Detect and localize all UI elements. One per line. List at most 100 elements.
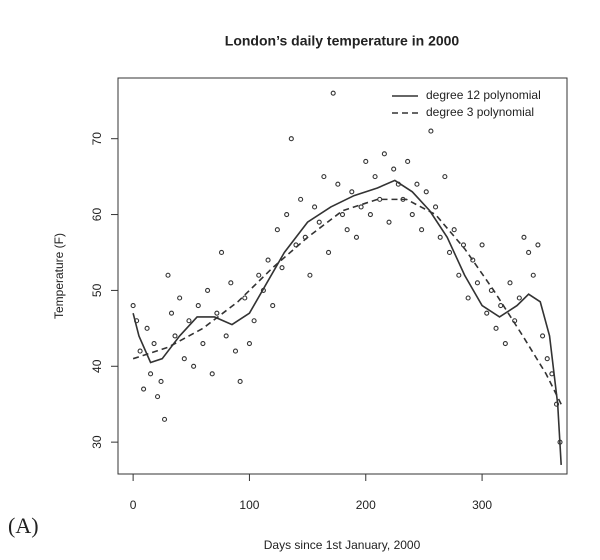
data-point (200, 340, 206, 347)
data-point (284, 212, 290, 218)
data-point (237, 378, 243, 384)
data-point (530, 272, 536, 278)
data-point (502, 340, 508, 347)
data-point (316, 219, 322, 225)
data-point (137, 348, 143, 354)
data-point (274, 227, 280, 233)
data-point (367, 212, 373, 218)
y-tick-label: 60 (90, 208, 104, 222)
data-point (181, 356, 187, 362)
data-point (516, 295, 522, 301)
data-point (377, 196, 383, 202)
data-point (419, 227, 425, 233)
fit-line (132, 198, 562, 405)
data-point (312, 204, 318, 210)
data-point (158, 378, 164, 384)
data-point (151, 340, 157, 347)
y-tick-label: 40 (90, 359, 104, 373)
data-point (507, 280, 513, 286)
data-point (165, 272, 171, 278)
data-point (148, 371, 154, 377)
data-point (232, 348, 239, 354)
data-point (479, 242, 485, 248)
legend-label: degree 3 polynomial (426, 105, 534, 119)
data-point (270, 303, 276, 309)
data-point (279, 265, 285, 271)
data-point (218, 249, 225, 256)
data-point (405, 158, 411, 164)
data-point (330, 90, 336, 96)
data-point (442, 174, 448, 180)
data-point (251, 318, 257, 324)
data-point (307, 272, 313, 278)
panel-label: (A) (8, 513, 39, 538)
data-point (246, 340, 252, 347)
data-point (391, 166, 397, 172)
data-point (209, 371, 215, 377)
data-point (154, 394, 161, 400)
data-point (265, 257, 271, 263)
data-point (446, 249, 453, 256)
data-point (521, 234, 527, 240)
data-point (456, 272, 462, 278)
data-point (325, 249, 332, 256)
y-axis-label: Temperature (F) (52, 233, 66, 319)
data-point (493, 325, 499, 331)
data-point (339, 212, 346, 218)
data-point (498, 303, 504, 309)
data-point (321, 174, 327, 180)
data-point (535, 242, 541, 248)
data-point (386, 219, 392, 225)
data-point (465, 295, 471, 301)
data-point (144, 325, 150, 331)
data-point (298, 196, 304, 202)
data-point (553, 401, 560, 407)
data-point (423, 189, 429, 195)
data-point (381, 151, 387, 157)
plot-frame (117, 77, 568, 475)
data-point (363, 158, 369, 164)
data-point (228, 280, 234, 286)
legend-label: degree 12 polynomial (426, 88, 541, 102)
data-point (205, 287, 211, 293)
data-point (256, 272, 262, 278)
x-tick-label: 100 (239, 498, 259, 512)
data-point (191, 363, 197, 369)
data-point (484, 310, 490, 316)
data-point (409, 212, 415, 218)
data-point (540, 333, 546, 339)
data-point (474, 280, 480, 286)
data-point (353, 234, 360, 240)
data-point (544, 356, 550, 362)
data-point (186, 318, 192, 324)
data-point (344, 227, 350, 233)
data-point (242, 295, 248, 301)
y-tick-label: 70 (90, 132, 104, 146)
data-point (141, 386, 147, 392)
data-point (161, 416, 168, 422)
data-point (470, 257, 476, 263)
data-point (168, 310, 175, 316)
data-point (130, 303, 136, 309)
data-point (288, 136, 294, 142)
data-point (372, 174, 378, 180)
x-tick-label: 0 (130, 498, 137, 512)
data-point (335, 181, 341, 187)
data-point (414, 181, 420, 187)
data-point (349, 189, 355, 195)
data-point (223, 333, 229, 339)
data-point (428, 128, 434, 134)
data-point (214, 310, 220, 316)
data-point (433, 204, 439, 210)
x-axis-label: Days since 1st January, 2000 (264, 538, 421, 552)
chart-title: London’s daily temperature in 2000 (225, 33, 460, 49)
fit-line (132, 179, 562, 465)
data-point (437, 234, 443, 240)
data-point (358, 204, 364, 210)
data-point (177, 295, 183, 301)
x-tick-label: 300 (472, 498, 492, 512)
data-point (195, 303, 201, 309)
y-tick-label: 50 (90, 283, 104, 297)
data-point (451, 227, 457, 233)
